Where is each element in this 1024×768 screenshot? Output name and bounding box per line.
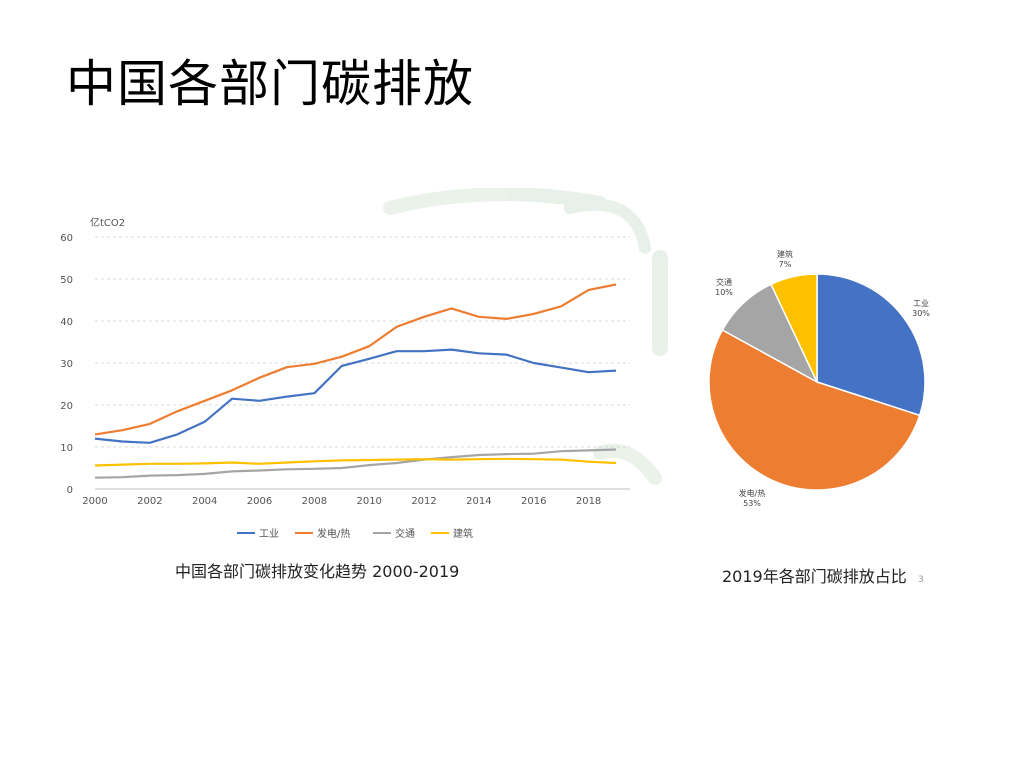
series-line-transport [94, 448, 617, 479]
pie-label-name-transport: 交通 [716, 277, 732, 287]
x-tick-label: 2008 [302, 496, 327, 507]
pie-label-name-power: 发电/热 [739, 488, 766, 498]
line-chart: 亿tCO2 0 10 20 30 40 50 60 2000 2002 2004 2006 2008 20… [60, 216, 630, 540]
slide-title: 中国各部门碳排放 [66, 55, 474, 113]
pie-chart-caption: 2019年各部门碳排放占比 [722, 567, 907, 586]
series-line-industry [94, 348, 617, 444]
legend-label-building: 建筑 [453, 527, 473, 540]
pie-label-name-building: 建筑 [777, 249, 793, 259]
pie-label-pct-power: 53% [743, 499, 761, 508]
pie-label-pct-building: 7% [779, 260, 792, 269]
y-tick-label: 0 [67, 485, 73, 496]
x-tick-label: 2006 [247, 496, 272, 507]
series-line-building [94, 457, 617, 467]
pie-slice-power [708, 328, 921, 491]
x-tick-label: 2004 [192, 496, 217, 507]
legend-label-power: 发电/热 [317, 527, 350, 540]
x-tick-label: 2010 [356, 496, 381, 507]
pie-slice-industry [816, 273, 926, 417]
y-tick-label: 20 [60, 401, 73, 412]
legend-label-transport: 交通 [395, 527, 415, 540]
x-tick-label: 2014 [466, 496, 491, 507]
line-chart-caption: 中国各部门碳排放变化趋势 2000-2019 [175, 562, 460, 581]
x-tick-label: 2016 [521, 496, 546, 507]
legend-label-industry: 工业 [259, 528, 279, 540]
x-tick-label: 2018 [576, 496, 601, 507]
pie-label-pct-industry: 30% [912, 309, 930, 318]
y-tick-label: 30 [60, 359, 73, 370]
series-line-power [94, 283, 617, 436]
pie-slice-building [770, 273, 818, 383]
y-tick-label: 50 [60, 275, 73, 286]
y-axis-label: 亿tCO2 [90, 216, 125, 229]
pie-label-pct-transport: 10% [715, 288, 733, 297]
watermark-logo [383, 188, 668, 485]
pie-label-name-industry: 工业 [913, 298, 929, 308]
x-tick-label: 2012 [411, 496, 436, 507]
x-tick-label: 2002 [137, 496, 162, 507]
y-tick-label: 10 [60, 443, 73, 454]
y-tick-label: 40 [60, 317, 73, 328]
page-number: 3 [918, 575, 924, 585]
x-tick-label: 2000 [82, 496, 107, 507]
y-tick-label: 60 [60, 233, 73, 244]
